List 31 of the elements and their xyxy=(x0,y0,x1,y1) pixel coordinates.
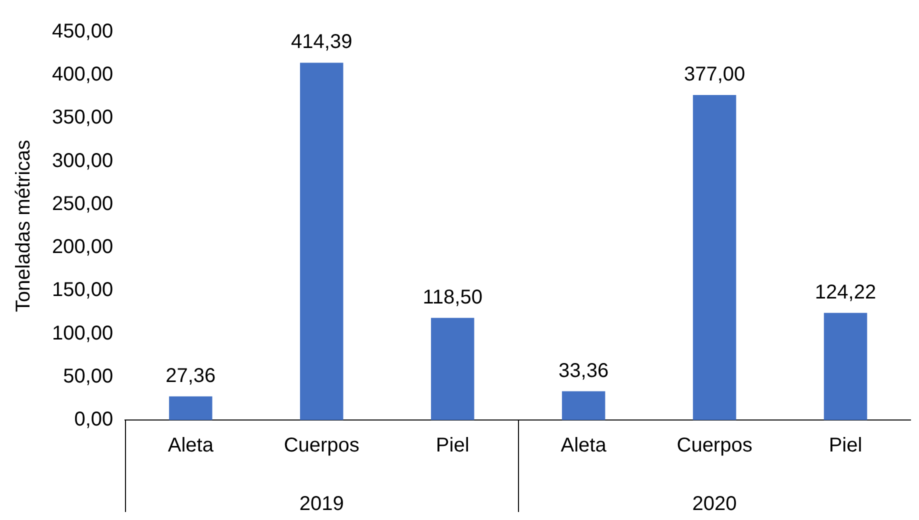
x-tick-label: Cuerpos xyxy=(284,434,360,457)
bar xyxy=(562,391,606,420)
y-tick-label: 50,00 xyxy=(63,365,114,388)
x-tick-label: Piel xyxy=(828,434,862,457)
y-axis-title: Toneladas métricas xyxy=(12,140,35,312)
data-label: 124,22 xyxy=(814,281,876,304)
data-label: 27,36 xyxy=(166,364,216,387)
data-label: 118,50 xyxy=(422,286,482,308)
text: 2019 xyxy=(299,493,344,515)
y-tick-label: 450,00 xyxy=(52,20,114,43)
data-label: 377,00 xyxy=(684,63,746,86)
y-tick-label: 350,00 xyxy=(52,106,114,129)
y-tick-label: 150,00 xyxy=(52,279,114,302)
bar xyxy=(824,312,868,420)
y-tick-label: 300,00 xyxy=(52,150,114,172)
data-label: 414,39 xyxy=(291,31,352,54)
y-tick-label: 0,00 xyxy=(74,408,114,431)
bar xyxy=(169,396,212,420)
y-tick-label: 200,00 xyxy=(52,236,114,258)
x-tick-label: Cuerpos xyxy=(676,434,752,457)
x-tick-label: Aleta xyxy=(560,434,608,457)
y-tick-label: 400,00 xyxy=(52,64,114,86)
y-tick-label: 250,00 xyxy=(52,192,114,215)
data-label: 33,36 xyxy=(558,360,609,382)
bar xyxy=(430,318,474,420)
x-tick-label: Piel xyxy=(436,434,470,457)
bar xyxy=(692,94,736,420)
x-tick-label: Aleta xyxy=(168,434,214,457)
bar xyxy=(300,62,344,420)
text: 2020 xyxy=(692,493,737,515)
y-tick-label: 100,00 xyxy=(52,322,114,344)
